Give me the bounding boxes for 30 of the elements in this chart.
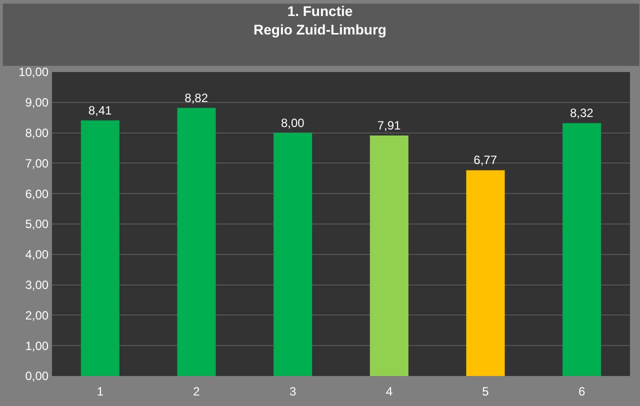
y-tick-label: 6,00 (25, 186, 49, 201)
x-tick-label: 4 (386, 384, 393, 398)
data-label: 8,32 (570, 106, 594, 120)
y-tick-label: 9,00 (25, 96, 49, 110)
x-tick-label: 5 (482, 384, 490, 398)
bar (562, 123, 602, 376)
x-tick-label: 3 (289, 384, 296, 398)
x-tick-label: 6 (578, 384, 586, 398)
x-tick-label: 2 (193, 384, 200, 398)
y-tick-label: 5,00 (25, 217, 49, 232)
y-tick-label: 3,00 (25, 278, 49, 292)
data-label: 8,00 (280, 116, 305, 130)
bar (370, 136, 408, 376)
bar (274, 132, 312, 376)
y-tick-label: 10,00 (18, 65, 49, 80)
bar (466, 170, 505, 376)
data-label: 8,82 (184, 90, 208, 105)
y-tick-label: 8,00 (25, 126, 49, 140)
y-tick-label: 0,00 (25, 369, 49, 384)
bar (177, 108, 216, 376)
y-tick-label: 2,00 (25, 308, 49, 322)
y-tick-label: 7,00 (25, 156, 49, 170)
y-tick-label: 4,00 (25, 248, 49, 262)
data-label: 8,41 (88, 103, 112, 118)
y-tick-label: 1,00 (25, 338, 49, 353)
data-label: 6,77 (474, 153, 498, 168)
bar (80, 120, 120, 376)
chart-title: 1. Functie Regio Zuid-Limburg (254, 3, 386, 38)
data-label: 7,91 (377, 118, 402, 133)
x-tick-label: 1 (96, 384, 104, 398)
